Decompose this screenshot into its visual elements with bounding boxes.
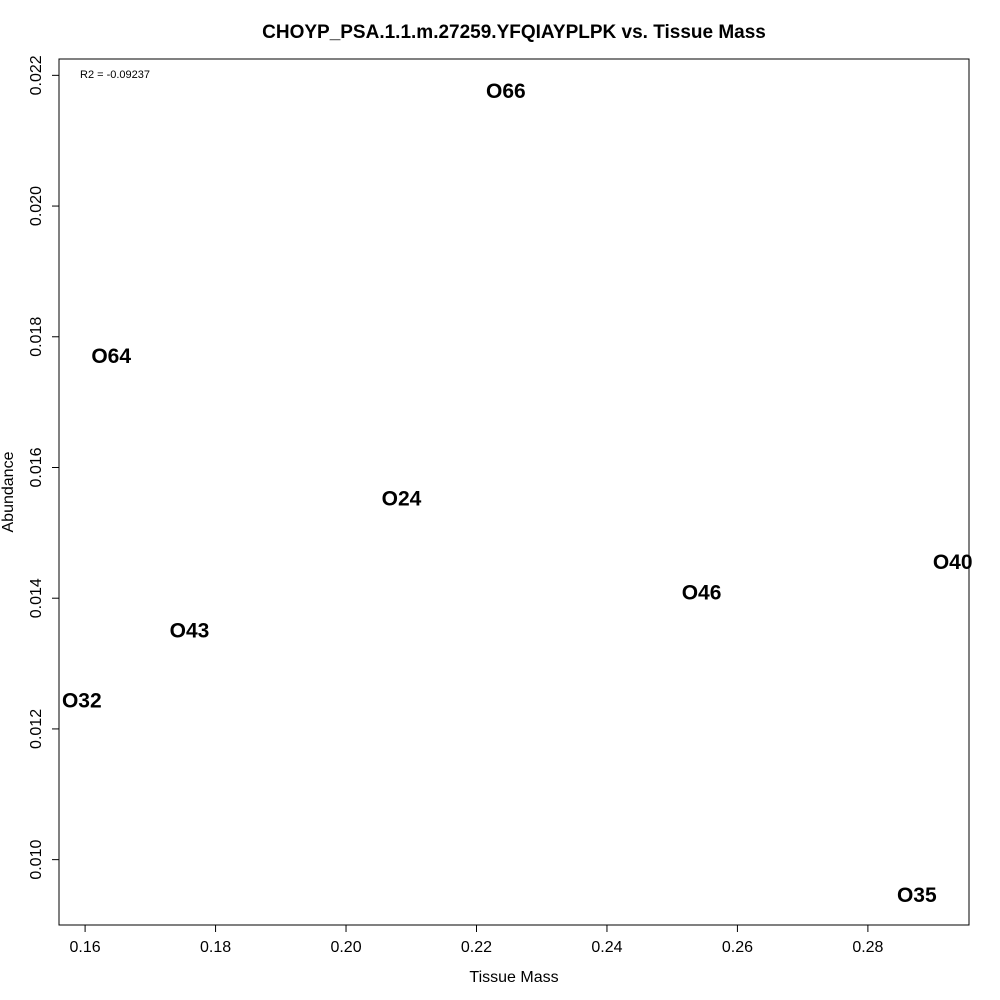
data-point-label: O24 <box>382 487 422 510</box>
y-tick-label: 0.016 <box>28 447 45 487</box>
x-tick-label: 0.20 <box>330 939 361 956</box>
data-point-label: O35 <box>897 884 937 907</box>
x-tick-label: 0.16 <box>70 939 101 956</box>
data-point-label: O66 <box>486 80 526 103</box>
x-axis-label: Tissue Mass <box>469 969 558 986</box>
data-point-label: O32 <box>62 689 102 712</box>
y-tick-label: 0.020 <box>28 186 45 226</box>
x-tick-label: 0.26 <box>722 939 753 956</box>
x-tick-label: 0.28 <box>852 939 883 956</box>
x-tick-label: 0.24 <box>591 939 622 956</box>
r2-annotation: R2 = -0.09237 <box>80 69 150 81</box>
x-tick-label: 0.18 <box>200 939 231 956</box>
data-point-label: O46 <box>682 581 722 604</box>
y-tick-label: 0.012 <box>28 709 45 749</box>
plot-area-frame <box>58 58 970 926</box>
x-tick-label: 0.22 <box>461 939 492 956</box>
y-tick-label: 0.014 <box>28 578 45 618</box>
y-tick-label: 0.010 <box>28 840 45 880</box>
y-axis: 0.010 0.012 0.014 0.016 0.018 0.020 0.022 <box>28 55 60 880</box>
y-tick-label: 0.018 <box>28 317 45 357</box>
y-tick-label: 0.022 <box>28 55 45 95</box>
data-points: O66 O64 O24 O40 O46 O43 O32 O35 <box>62 80 973 907</box>
y-axis-label: Abundance <box>0 451 17 532</box>
data-point-label: O64 <box>91 345 131 368</box>
x-axis: 0.16 0.18 0.20 0.22 0.24 0.26 0.28 <box>70 924 884 956</box>
data-point-label: O43 <box>170 619 210 642</box>
chart-title: CHOYP_PSA.1.1.m.27259.YFQIAYPLPK vs. Tis… <box>262 22 766 43</box>
data-point-label: O40 <box>933 551 973 574</box>
